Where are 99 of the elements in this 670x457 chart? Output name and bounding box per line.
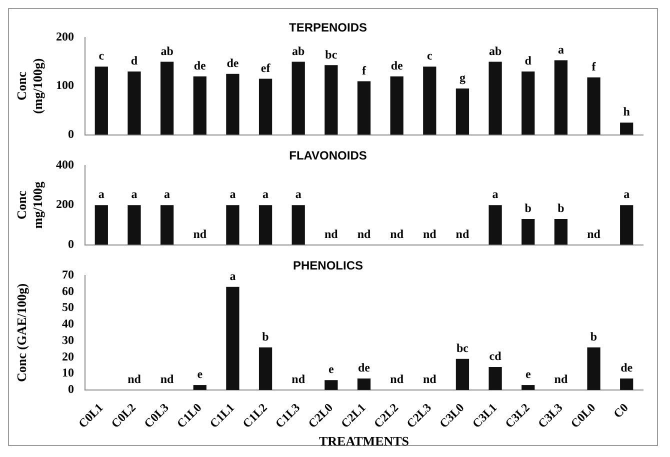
data-label: e	[525, 367, 532, 382]
bar	[94, 66, 108, 135]
bar	[554, 60, 568, 135]
data-label: a	[492, 187, 498, 202]
data-label: de	[620, 360, 634, 375]
data-label: g	[459, 70, 466, 85]
data-label: nd	[422, 226, 437, 241]
data-label: a	[624, 187, 630, 202]
y-tick-label: 50	[62, 300, 74, 314]
y-tick-label: 10	[62, 366, 74, 380]
y-tick-label: 60	[62, 284, 74, 298]
data-label: b	[524, 201, 532, 216]
data-label: nd	[128, 372, 142, 386]
bar	[160, 62, 174, 135]
bar	[456, 88, 470, 135]
data-label: a	[230, 268, 236, 283]
y-tick-label: 40	[62, 316, 74, 331]
bar	[226, 286, 240, 390]
chart-title: PHENOLICS	[292, 258, 364, 273]
bar	[193, 385, 206, 390]
data-label: nd	[390, 372, 404, 386]
data-label: d	[524, 54, 532, 68]
y-tick-label: 200	[56, 29, 74, 44]
bar	[258, 78, 272, 135]
bar	[357, 378, 371, 390]
data-label: c	[98, 48, 105, 63]
y-tick-label: 0	[68, 236, 74, 251]
chart-title: TERPENOIDS	[288, 20, 368, 35]
data-label: nd	[554, 372, 568, 386]
x-tick-label: C0	[610, 400, 631, 421]
bar	[423, 66, 436, 135]
data-label: e	[328, 362, 335, 376]
data-label: a	[98, 187, 104, 202]
data-label: nd	[193, 226, 207, 241]
data-label: ab	[488, 44, 502, 58]
data-label: a	[164, 187, 170, 202]
data-label: a	[295, 187, 302, 202]
y-tick-label: 30	[62, 332, 74, 347]
data-label: nd	[160, 372, 174, 386]
bar	[488, 62, 502, 135]
data-label: c	[426, 48, 433, 63]
data-label: ef	[260, 60, 272, 75]
bar	[128, 71, 141, 135]
y-axis-title: Conc mg/100g	[14, 181, 45, 229]
data-label: nd	[587, 226, 601, 241]
bar	[324, 65, 338, 135]
data-label: a	[131, 187, 138, 202]
data-label: bc	[325, 47, 338, 62]
bar	[587, 77, 600, 135]
data-label: de	[226, 56, 240, 70]
data-label: nd	[422, 372, 437, 386]
y-axis-title: Conc (GAE/100g)	[14, 283, 30, 382]
data-label: h	[623, 104, 630, 119]
data-label: a	[558, 42, 564, 56]
y-tick-label: 70	[62, 267, 74, 282]
data-label: a	[230, 187, 236, 202]
y-axis-title: Conc (mg/100g)	[14, 58, 45, 114]
data-label: a	[262, 187, 269, 202]
y-tick-label: 0	[68, 126, 74, 141]
bar	[390, 76, 404, 135]
data-label: nd	[390, 226, 404, 241]
bar	[226, 74, 240, 135]
bar	[488, 367, 502, 390]
data-label: f	[592, 59, 597, 74]
data-label: d	[130, 54, 138, 68]
bar	[620, 122, 634, 135]
data-label: ab	[160, 44, 174, 58]
bar	[456, 358, 470, 390]
y-tick-label: 20	[62, 349, 74, 364]
data-label: de	[194, 58, 207, 72]
data-label: bc	[456, 340, 470, 355]
bar	[522, 385, 535, 390]
data-label: e	[197, 367, 204, 382]
data-label: nd	[324, 226, 338, 241]
y-tick-label: 400	[56, 157, 74, 172]
bar	[258, 347, 272, 390]
data-label: cd	[489, 349, 502, 364]
data-label: b	[590, 329, 598, 344]
bar	[522, 71, 535, 135]
data-label: nd	[292, 372, 306, 386]
x-axis-title: TREATMENTS	[318, 434, 410, 449]
bar	[620, 378, 634, 390]
data-label: nd	[357, 226, 371, 241]
bar	[587, 347, 600, 390]
bar	[193, 76, 206, 135]
data-label: de	[390, 58, 404, 72]
y-tick-label: 0	[68, 382, 74, 396]
y-tick-label: 200	[56, 197, 74, 212]
chart-title: FLAVONOIDS	[289, 148, 367, 163]
data-label: nd	[456, 226, 470, 241]
data-label: b	[558, 201, 565, 216]
data-label: f	[362, 63, 367, 78]
data-label: ab	[292, 44, 306, 58]
bar	[324, 380, 338, 390]
y-tick-label: 100	[56, 78, 74, 92]
bar	[292, 62, 305, 135]
bar	[357, 81, 371, 135]
data-label: b	[262, 329, 270, 344]
data-label: de	[358, 360, 371, 375]
